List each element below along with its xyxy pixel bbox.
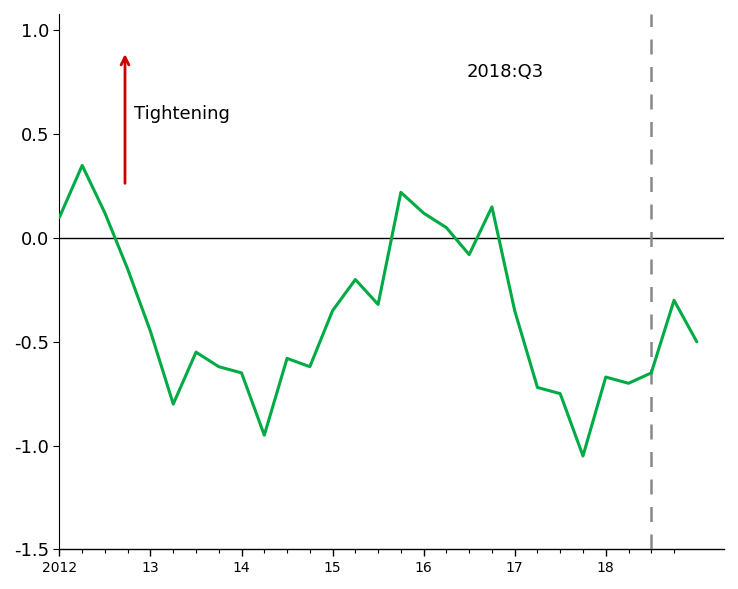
Text: 2018:Q3: 2018:Q3 [467, 63, 544, 81]
Text: Tightening: Tightening [134, 104, 230, 123]
